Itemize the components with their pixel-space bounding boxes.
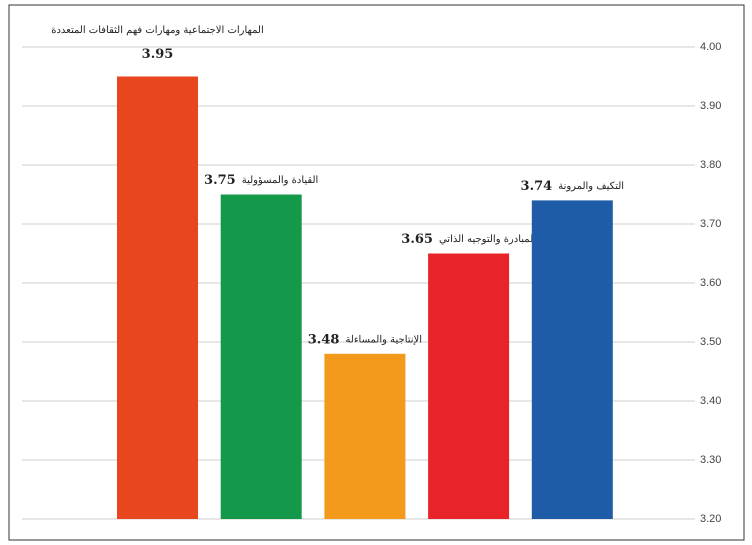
category-label: التكيف والمرونة — [558, 181, 624, 192]
bar — [324, 353, 406, 519]
bar — [428, 253, 510, 519]
value-label: 3.74 — [521, 179, 553, 194]
category-label: القيادة والمسؤولية — [242, 175, 319, 186]
y-tick-label: 3.50 — [700, 336, 721, 348]
category-label: المهارات الاجتماعية ومهارات فهم الثقافات… — [51, 25, 264, 36]
value-label: 3.75 — [204, 173, 236, 188]
value-label: 3.65 — [401, 232, 433, 247]
value-label: 3.95 — [142, 47, 174, 62]
y-tick-label: 3.40 — [700, 395, 721, 407]
y-tick-label: 3.60 — [700, 277, 721, 289]
y-tick-label: 3.80 — [700, 159, 721, 171]
y-tick-label: 3.20 — [700, 513, 721, 525]
value-label: 3.48 — [308, 332, 340, 347]
category-label: الإنتاجية والمساءلة — [345, 334, 422, 345]
bar — [220, 194, 302, 519]
y-tick-label: 3.30 — [700, 454, 721, 466]
y-tick-label: 3.90 — [700, 100, 721, 112]
bar — [117, 76, 198, 519]
y-tick-label: 4.00 — [700, 41, 721, 53]
y-tick-label: 3.70 — [700, 218, 721, 230]
bar — [531, 200, 613, 519]
category-label: المبادرة والتوجيه الذاتي — [439, 234, 536, 245]
